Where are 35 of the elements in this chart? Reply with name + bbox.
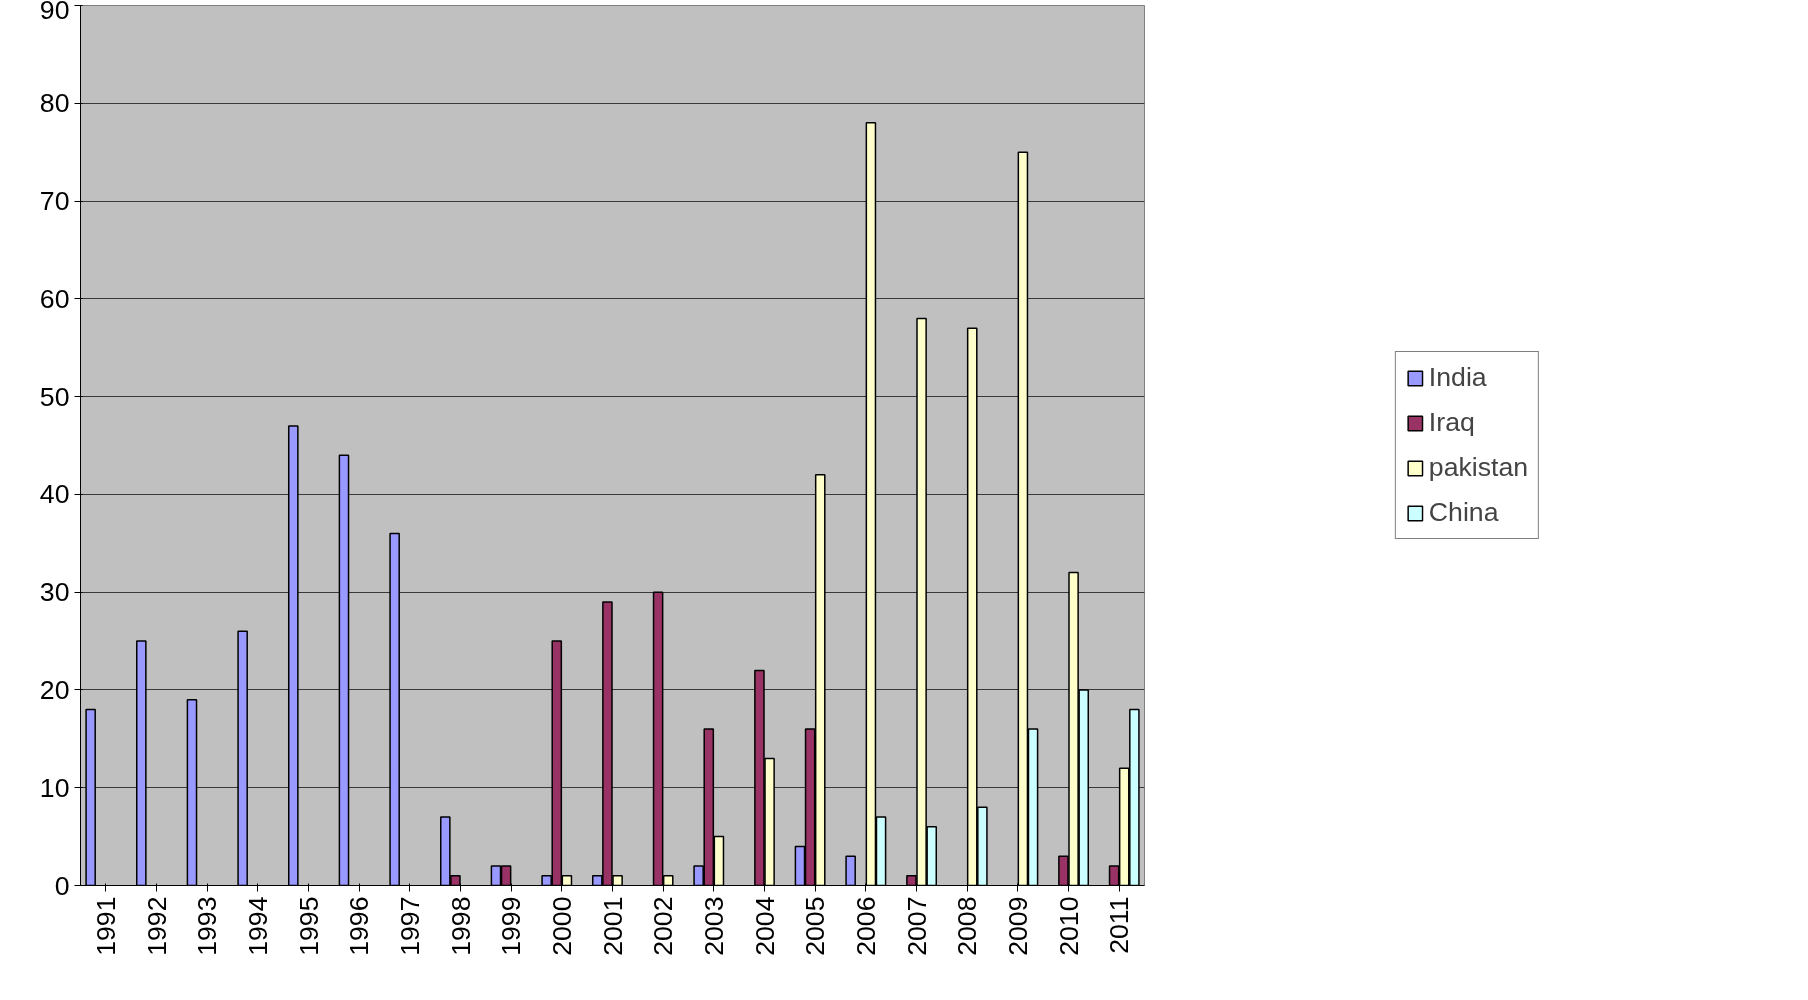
x-tick-label: 2002 (648, 896, 679, 956)
x-tick-label: 2011 (1104, 896, 1135, 954)
x-tick-label: 2007 (901, 896, 932, 956)
x-tick-label: 2004 (749, 896, 780, 956)
x-tick-label: 1992 (141, 896, 172, 956)
y-tick-label: 80 (39, 88, 70, 119)
x-tick-label: 1991 (90, 896, 121, 956)
x-tick-label: 2008 (952, 896, 983, 956)
y-tick-label: 10 (39, 772, 70, 803)
y-tick-label: 40 (39, 479, 70, 510)
x-tick-label: 2000 (546, 896, 577, 956)
x-tick-label: 1994 (242, 896, 273, 956)
y-tick-label: 0 (54, 870, 70, 901)
legend-label: pakistan (1428, 452, 1529, 483)
x-tick-label: 2006 (850, 896, 881, 956)
x-tick-label: 2009 (1002, 896, 1033, 956)
x-tick-label: 1998 (445, 896, 476, 956)
x-tick-label: 1997 (394, 896, 425, 956)
x-tick-label: 2001 (597, 896, 628, 956)
legend-label: China (1428, 497, 1499, 528)
x-tick-label: 1993 (192, 896, 223, 956)
y-tick-label: 60 (39, 283, 70, 314)
y-tick-label: 20 (39, 674, 70, 705)
x-tick-label: 2010 (1053, 896, 1084, 956)
x-tick-label: 1996 (344, 896, 375, 956)
x-tick-label: 2003 (698, 896, 729, 956)
x-tick-label: 1999 (496, 896, 527, 956)
y-tick-label: 70 (39, 186, 70, 217)
legend-label: India (1428, 362, 1487, 393)
y-tick-label: 50 (39, 381, 70, 412)
legend-label: Iraq (1428, 407, 1475, 438)
y-tick-label: 30 (39, 577, 70, 608)
x-tick-label: 1995 (293, 896, 324, 956)
x-tick-label: 2005 (800, 896, 831, 956)
y-tick-label: 90 (39, 0, 70, 25)
